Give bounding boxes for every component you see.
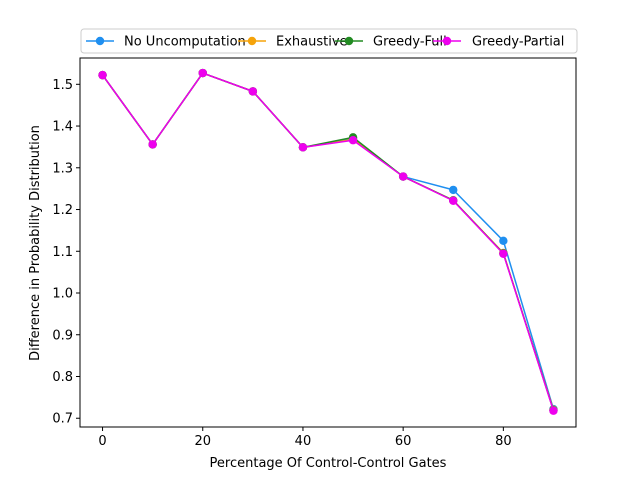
legend-marker [442,36,452,46]
legend: No Uncomputation Exhaustive Greedy-Full Gre… [80,28,578,54]
y-tick-label: 1.2 [52,203,73,218]
y-tick-label: 0.9 [52,328,73,343]
series-greedy-partial [98,68,558,415]
legend-marker [247,36,257,46]
x-tick-label: 40 [295,434,312,449]
legend-label: Greedy-Partial [472,35,564,50]
legend-marker [95,36,105,46]
y-tick-label: 1.3 [52,161,73,176]
y-tick-label: 1.5 [52,78,73,93]
data-point-greedy-partial [449,196,458,205]
data-point-greedy-partial [348,136,358,145]
data-point-greedy-partial [499,249,508,258]
data-point-greedy-partial [248,87,258,96]
data-point-greedy-partial [549,406,558,415]
data-point-no-uncomputation [449,185,458,195]
legend-label: Greedy-Full [373,35,447,50]
legend-item-no-uncomputation: No Uncomputation [86,35,246,50]
data-point-no-uncomputation [499,236,508,246]
legend-label: Exhaustive [276,35,348,50]
x-tick-label: 20 [194,434,211,449]
x-axis: 0 20 40 60 80 [98,427,512,449]
legend-item-exhaustive: Exhaustive [238,35,348,50]
y-tick-label: 1.1 [52,245,73,260]
legend-item-greedy-partial: Greedy-Partial [433,35,564,50]
y-tick-label: 1.4 [52,120,73,135]
series-line-greedy-partial [101,72,555,411]
y-axis-label: Difference in Probability Distribution [28,125,43,361]
data-point-greedy-partial [148,140,157,149]
y-tick-label: 0.8 [52,370,73,385]
x-tick-label: 0 [98,434,106,449]
data-point-greedy-partial [298,143,308,152]
plot-frame [79,57,577,428]
x-axis-label: Percentage Of Control-Control Gates [210,456,447,471]
data-point-greedy-partial [98,70,107,80]
legend-label: No Uncomputation [124,35,246,50]
data-point-greedy-partial [398,172,408,181]
x-tick-label: 80 [495,434,512,449]
series-layer [98,68,558,415]
x-tick-label: 60 [395,434,412,449]
data-point-greedy-partial [198,68,207,78]
legend-frame [80,28,578,54]
legend-marker [344,36,354,46]
y-axis: 0.7 0.8 0.9 1.0 1.1 1.2 1.3 1.4 1.5 [52,78,80,427]
legend-item-greedy-full: Greedy-Full [335,35,447,50]
y-tick-label: 0.7 [52,412,73,427]
y-tick-label: 1.0 [52,287,73,302]
